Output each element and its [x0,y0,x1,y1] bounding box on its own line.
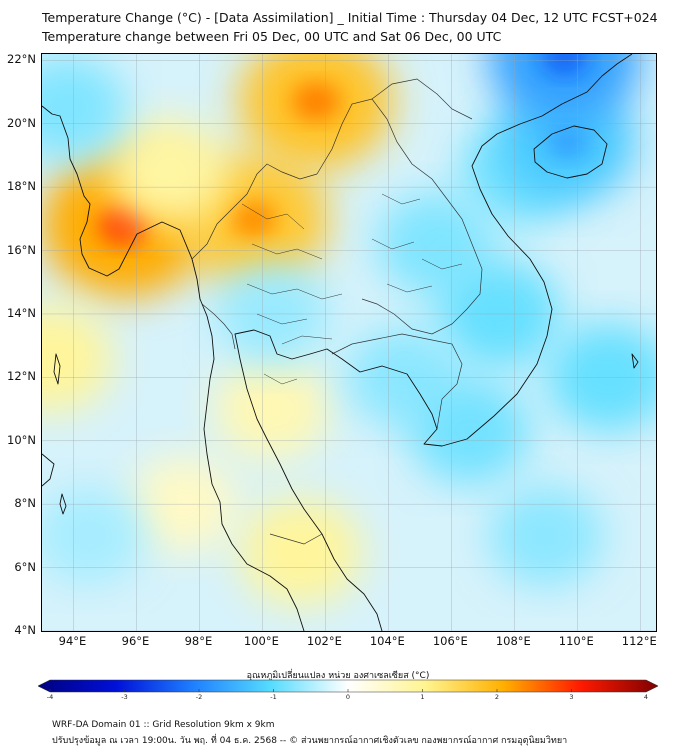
lat-label: 16°N [7,242,36,257]
map-panel [41,53,657,632]
colorbar-tick-label: 2 [494,693,500,701]
border-provinces-laos-vietnam [371,193,463,293]
colorbar [38,679,658,693]
border-cambodia [331,333,463,430]
hot-spot-thailand-north-core [229,200,276,238]
lon-label: 110°E [558,634,594,648]
coastline-scs-islands [631,353,639,369]
lat-label: 22°N [7,52,36,67]
map-subtitle: Temperature change between Fri 05 Dec, 0… [42,29,502,44]
warm-andaman-west [42,303,114,413]
cool-north-edge [488,54,641,124]
map-title: Temperature Change (°C) - [Data Assimila… [42,10,658,25]
cool-andaman-south [42,487,145,585]
lon-label: 96°E [121,634,150,648]
lat-label: 12°N [7,369,36,384]
colorbar-tick-label: 1 [420,693,425,701]
lon-label: 102°E [306,634,342,648]
colorbar-tick-label: 3 [569,693,574,701]
lon-label: 94°E [58,634,87,648]
colorbar-tick-label: -1 [270,693,277,701]
lat-lon-grid [42,54,656,631]
lon-label: 106°E [432,634,468,648]
border-provinces-thailand [241,203,343,385]
lon-label: 112°E [621,634,657,648]
cool-hainan-core [547,126,588,160]
lat-label: 10°N [7,432,36,447]
coastline-mainland [42,54,633,631]
colorbar-tick-label: 4 [643,693,649,701]
lat-label: 20°N [7,115,36,130]
colorbar-tick-label: -4 [46,693,54,701]
lon-label: 104°E [369,634,405,648]
warm-gulf-thailand [214,358,330,460]
colorbar-tick-label: -2 [195,693,203,701]
cool-scs-south [488,485,604,587]
lat-label: 6°N [14,559,36,574]
lat-label: 18°N [7,179,36,194]
colorbar-title: อุณหภูมิเปลี่ยนแปลง หน่วย องศาเซลเซียส (… [246,671,430,681]
coastline-sumatra-tip [42,453,55,487]
lat-label: 4°N [14,623,36,637]
border-laos [316,98,483,335]
warm-myanmar-central [107,118,229,225]
lon-label: 100°E [243,634,279,648]
lat-label: 14°N [7,305,36,320]
colorbar-tick-label: -3 [121,693,128,701]
lon-label: 98°E [184,634,213,648]
footer-credit: ปรับปรุงข้อมูล ณ เวลา 19:00น. วัน พฤ. ที… [52,736,568,746]
temperature-field [42,54,656,607]
lat-label: 8°N [14,496,36,511]
coastline-andaman-islands [53,353,67,515]
cool-north-edge-core [541,54,588,76]
border-thailand-malaysia [269,533,323,545]
colorbar-tick-marks [49,689,647,692]
cool-mekong-delta [409,378,531,485]
warm-malay-peninsula [238,497,362,607]
border-vietnam-north [371,78,473,120]
colorbar-tick-label: 0 [345,693,351,701]
temperature-change-map [42,54,656,631]
coastline-hainan [533,125,608,179]
coastlines [42,54,639,631]
country-and-province-borders [191,78,483,545]
footer-domain-info: WRF-DA Domain 01 :: Grid Resolution 9km … [52,720,275,730]
lon-label: 108°E [495,634,531,648]
hot-spot-laos-north-core [292,82,340,121]
cool-north-west [42,55,127,160]
border-myanmar-thailand [191,163,318,350]
